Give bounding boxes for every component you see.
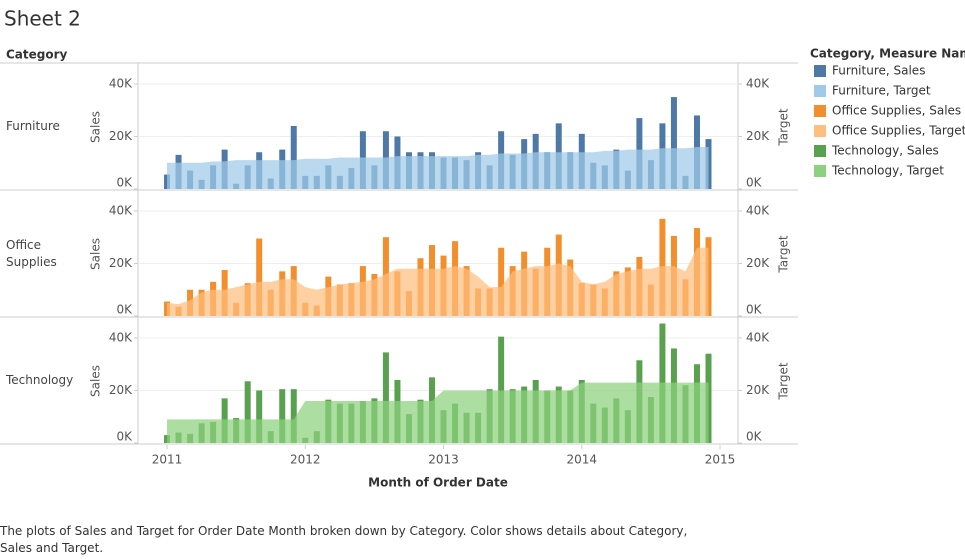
- x-tick-label: 2013: [428, 453, 459, 467]
- panel: 0K 20K 40K 0K 20K 40K Sales Target: [0, 190, 798, 318]
- y2-tick-label: 20K: [746, 383, 770, 397]
- y2-tick-label: 40K: [746, 330, 770, 344]
- target-area: [167, 382, 709, 443]
- bar: [498, 247, 505, 316]
- y2-tick-label: 40K: [746, 203, 770, 217]
- bar: [290, 125, 297, 189]
- y2-axis-title: Target: [777, 235, 791, 273]
- chart: Sheet 2 Category Month of Order Date Cat…: [0, 7, 965, 490]
- y-tick-label: 20K: [109, 383, 133, 397]
- y-axis-title: Sales: [89, 238, 103, 270]
- target-area: [167, 247, 709, 316]
- y2-tick-label: 0K: [746, 430, 763, 444]
- panel: 0K 20K 40K 0K 20K 40K Sales Target: [0, 63, 798, 191]
- y2-tick-label: 0K: [746, 303, 763, 317]
- y-tick-label: 0K: [116, 430, 133, 444]
- y-tick-label: 20K: [109, 129, 133, 143]
- y2-axis-title: Target: [777, 108, 791, 146]
- legend-swatch: [814, 65, 826, 77]
- legend-swatch: [814, 125, 826, 137]
- y2-tick-label: 20K: [746, 129, 770, 143]
- row-label: Technology: [6, 373, 74, 387]
- y-tick-label: 0K: [116, 303, 133, 317]
- y2-axis-title: Target: [777, 362, 791, 400]
- legend-label: Furniture, Sales: [832, 64, 925, 78]
- y-tick-label: 40K: [109, 203, 133, 217]
- legend-label: Office Supplies, Sales: [832, 104, 961, 118]
- legend-label: Technology, Target: [831, 164, 944, 178]
- target-area: [167, 146, 709, 189]
- y2-tick-label: 20K: [746, 256, 770, 270]
- legend-swatch: [814, 165, 826, 177]
- bar: [670, 97, 677, 189]
- x-tick-label: 2014: [567, 453, 598, 467]
- y-axis-title: Sales: [89, 111, 103, 143]
- row-label: Office Supplies: [6, 238, 57, 269]
- x-tick-label: 2011: [152, 453, 183, 467]
- y2-tick-label: 0K: [746, 176, 763, 190]
- bar: [382, 352, 389, 443]
- panel: 0K 20K 40K 0K 20K 40K Sales Target: [0, 317, 798, 445]
- y-tick-label: 40K: [109, 76, 133, 90]
- x-axis-title: Month of Order Date: [368, 476, 508, 490]
- legend-label: Office Supplies, Target: [832, 124, 965, 138]
- y-tick-label: 20K: [109, 256, 133, 270]
- y2-tick-label: 40K: [746, 76, 770, 90]
- bar: [244, 381, 251, 443]
- legend-swatch: [814, 85, 826, 97]
- x-tick-label: 2012: [290, 453, 321, 467]
- legend-swatch: [814, 105, 826, 117]
- y-tick-label: 0K: [116, 176, 133, 190]
- bar: [290, 389, 297, 443]
- row-label: Furniture: [6, 119, 60, 133]
- bar: [498, 336, 505, 443]
- legend-label: Furniture, Target: [832, 84, 931, 98]
- bar: [256, 238, 263, 316]
- legend-swatch: [814, 145, 826, 157]
- x-tick-label: 2015: [705, 453, 736, 467]
- sheet-title: Sheet 2: [4, 7, 81, 31]
- legend-title: Category, Measure Names: [810, 47, 965, 61]
- bar: [279, 389, 286, 443]
- y-tick-label: 40K: [109, 330, 133, 344]
- legend-label: Technology, Sales: [831, 144, 939, 158]
- row-header: Category: [6, 48, 68, 62]
- caption: The plots of Sales and Target for Order …: [0, 524, 688, 555]
- y-axis-title: Sales: [89, 365, 103, 397]
- bar: [256, 390, 263, 443]
